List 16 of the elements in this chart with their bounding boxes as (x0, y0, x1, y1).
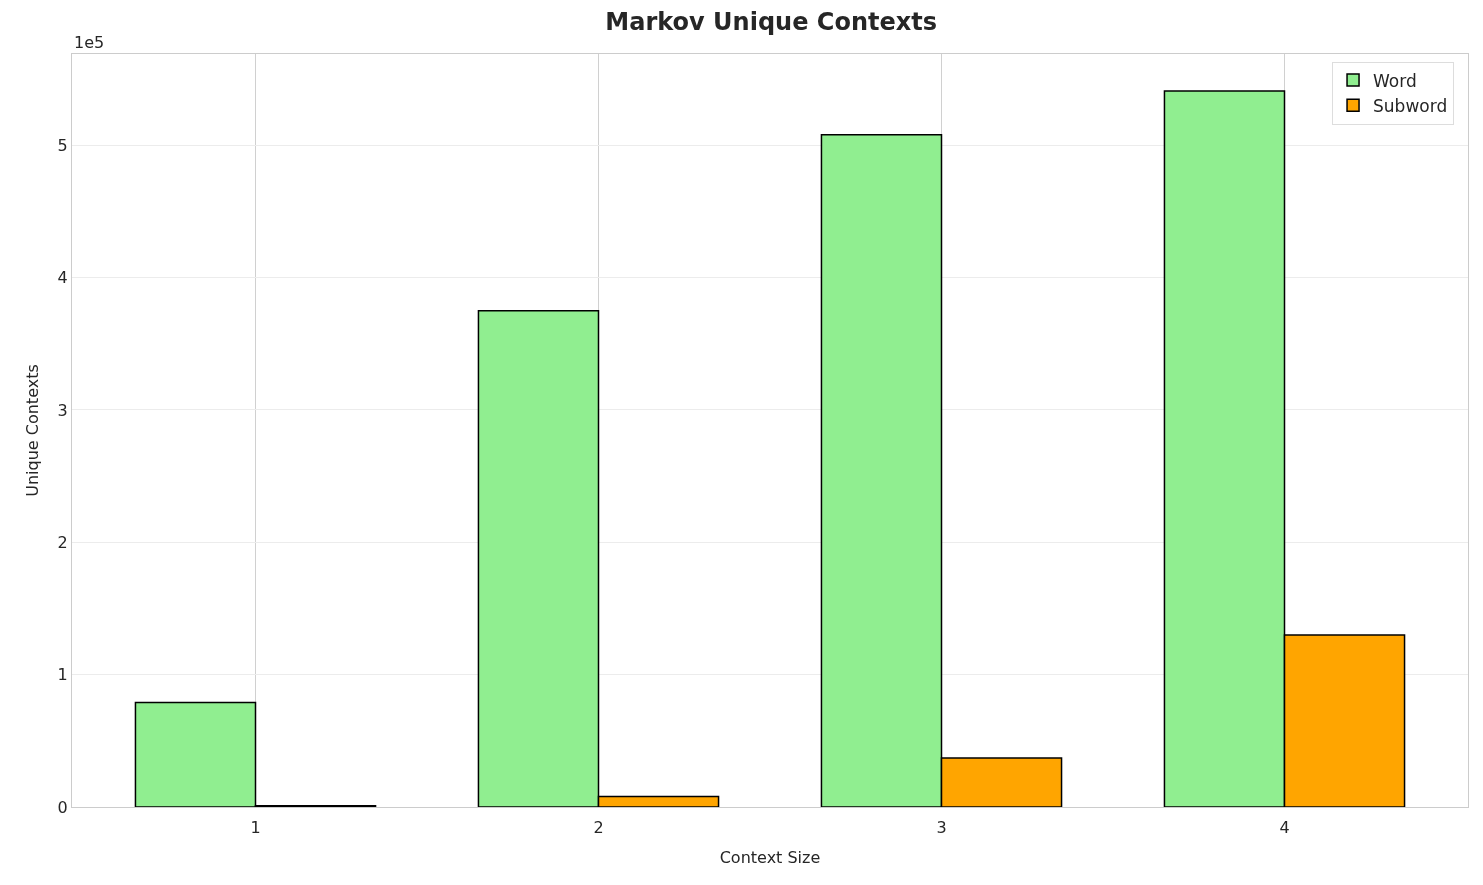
x-tick-label: 1 (250, 818, 261, 838)
x-tick-label: 3 (936, 818, 947, 838)
y-axis-title: Unique Contexts (22, 364, 42, 497)
legend-label: Subword (1373, 95, 1448, 116)
text: 1e5 (74, 33, 105, 52)
y-tick-label: 1 (57, 665, 68, 685)
x-axis-title: Context Size (719, 847, 821, 867)
legend-label: Word (1373, 70, 1417, 91)
y-tick-label: 5 (57, 135, 68, 155)
chart-title: Markov Unique Contexts (605, 8, 937, 37)
x-tick-label: 4 (1279, 818, 1290, 838)
y-tick-label: 4 (57, 268, 68, 288)
x-tick-label: 2 (593, 818, 604, 838)
y-tick-label: 0 (57, 797, 68, 817)
y-tick-label: 3 (57, 400, 68, 420)
y-tick-label: 2 (57, 532, 68, 552)
